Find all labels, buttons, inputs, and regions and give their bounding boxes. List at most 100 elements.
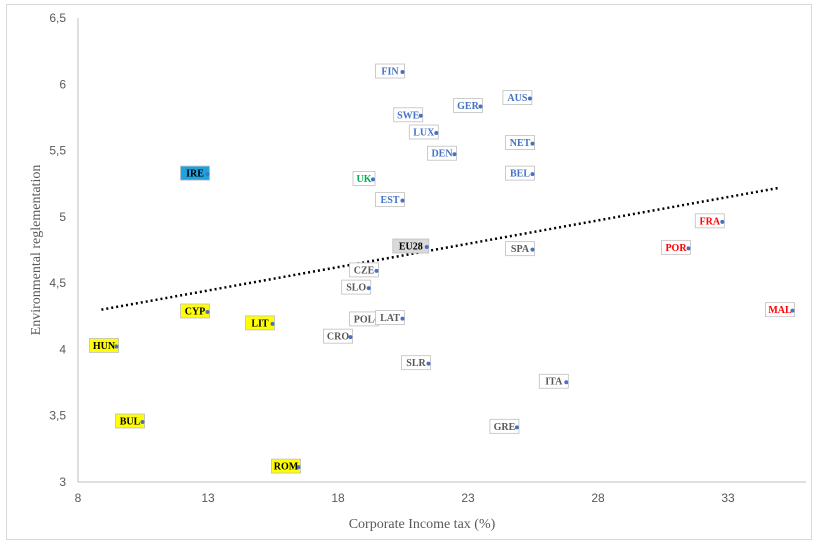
point-marker <box>205 309 210 314</box>
point-marker <box>371 177 375 182</box>
point-label: CYP <box>185 306 206 317</box>
point-label-box <box>661 239 691 255</box>
data-point-swe: SWE <box>393 107 424 123</box>
point-marker <box>514 425 519 430</box>
y-tick-label: 3,5 <box>49 409 66 423</box>
point-marker <box>140 420 145 425</box>
point-label-box <box>694 213 725 229</box>
data-point-spa: SPA <box>505 241 535 257</box>
x-tick-label: 28 <box>591 491 605 505</box>
point-label: CRO <box>327 332 349 343</box>
point-marker <box>400 198 405 203</box>
point-label-box <box>408 124 439 140</box>
x-tick-label: 23 <box>461 491 475 505</box>
data-point-est: EST <box>375 192 405 208</box>
point-label: UK <box>357 174 372 185</box>
point-label: FIN <box>381 67 399 78</box>
point-label: EST <box>381 195 400 206</box>
point-label-box <box>245 315 275 331</box>
point-label: ITA <box>545 377 563 388</box>
point-label: SWE <box>397 110 420 121</box>
point-label-box <box>502 90 533 105</box>
point-label-box <box>505 165 535 181</box>
point-label: EU28 <box>399 242 423 253</box>
data-point-aus: AUS <box>502 90 533 105</box>
point-marker <box>426 361 431 366</box>
data-point-cze: CZE <box>349 262 379 278</box>
chart-frame <box>6 4 812 540</box>
data-point-eu28: EU28 <box>392 238 430 254</box>
point-label: HUN <box>93 341 116 352</box>
point-marker <box>478 104 483 109</box>
point-label-box <box>180 165 210 181</box>
point-label-box <box>180 303 210 319</box>
point-label-box <box>765 302 795 318</box>
data-point-lit: LIT <box>245 315 275 331</box>
point-label: POR <box>665 243 687 254</box>
point-label: LIT <box>251 318 269 329</box>
point-label: SLO <box>346 283 366 294</box>
data-point-gre: GRE <box>489 418 520 434</box>
point-marker <box>434 131 439 136</box>
data-point-rom: ROM <box>271 458 301 474</box>
y-tick-label: 5 <box>59 210 66 224</box>
point-marker <box>527 96 532 101</box>
point-label: BUL <box>120 417 141 428</box>
point-marker <box>418 113 423 118</box>
point-label-box <box>489 418 520 434</box>
point-label-box <box>323 328 353 344</box>
point-label: SPA <box>511 244 530 255</box>
data-point-slo: SLO <box>341 279 372 295</box>
point-marker <box>790 308 795 313</box>
point-label: IRE <box>186 169 204 180</box>
point-label-box <box>505 135 535 151</box>
point-marker <box>296 465 301 470</box>
axes <box>77 18 806 483</box>
data-point-cro: CRO <box>323 328 353 344</box>
point-label-box <box>427 145 457 161</box>
data-point-den: DEN <box>427 145 457 161</box>
point-marker <box>114 344 119 349</box>
point-label: POL <box>354 314 375 325</box>
point-label-box <box>453 98 483 113</box>
point-marker <box>366 286 371 291</box>
point-label: MAL <box>768 305 792 316</box>
data-point-pol: POL <box>349 311 379 327</box>
point-label: FRA <box>700 216 721 227</box>
point-marker <box>564 380 569 385</box>
data-point-bul: BUL <box>115 413 145 429</box>
point-label-box <box>375 192 405 208</box>
y-tick-label: 6,5 <box>49 11 66 25</box>
data-point-mal: MAL <box>765 302 795 318</box>
point-marker <box>424 245 429 250</box>
data-point-slr: SLR <box>401 355 431 371</box>
data-point-lux: LUX <box>408 124 439 140</box>
y-tick-label: 4 <box>59 342 66 356</box>
point-label-box <box>392 238 430 254</box>
data-points: FIN AUS GER SWE LUX NET DEN BEL IRE UK EST EU28 SPA F… <box>89 63 795 474</box>
data-point-lat: LAT <box>375 310 405 326</box>
x-tick-label: 8 <box>75 491 82 505</box>
point-label: BEL <box>510 169 530 180</box>
point-marker <box>530 247 535 252</box>
data-point-hun: HUN <box>89 338 119 353</box>
point-label-box <box>538 373 569 389</box>
y-tick-label: 4,5 <box>49 276 66 290</box>
point-label-box <box>349 262 379 278</box>
y-tick-label: 3 <box>59 475 66 489</box>
point-label-box <box>393 107 424 123</box>
point-marker <box>400 70 405 75</box>
data-point-por: POR <box>661 239 691 255</box>
point-label: LAT <box>380 313 400 324</box>
data-point-uk: UK <box>352 171 376 186</box>
point-label-box <box>341 279 372 295</box>
point-label-box <box>375 63 405 79</box>
point-marker <box>348 335 353 340</box>
data-point-ita: ITA <box>538 373 569 389</box>
point-marker <box>452 152 457 157</box>
point-marker <box>374 268 379 273</box>
data-point-ger: GER <box>453 98 483 113</box>
point-marker <box>720 219 725 224</box>
point-label-box <box>115 413 145 429</box>
